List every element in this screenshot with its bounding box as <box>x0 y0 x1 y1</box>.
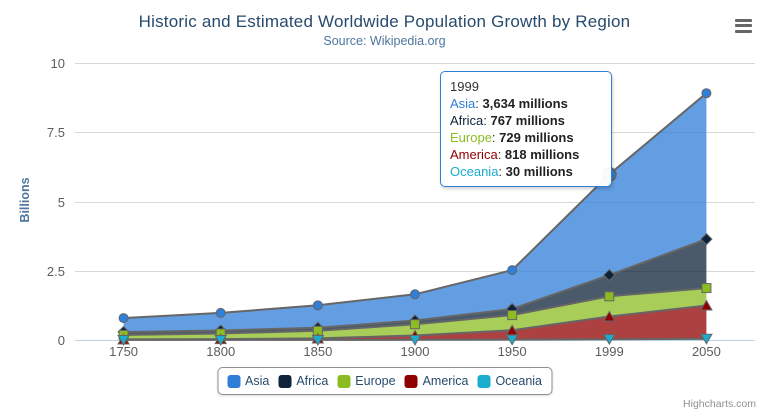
legend-item-asia[interactable]: Asia <box>227 374 269 388</box>
tooltip-value: 767 millions <box>490 113 565 128</box>
tooltip-series-name: America <box>450 147 498 162</box>
tooltip-series-name: Europe <box>450 130 492 145</box>
tooltip-value: 729 millions <box>499 130 574 145</box>
y-axis-label: 7.5 <box>47 125 65 140</box>
point-europe-1999[interactable] <box>604 291 615 302</box>
x-axis-label: 1800 <box>206 344 235 359</box>
point-oceania-1900[interactable] <box>408 334 422 346</box>
point-asia-1950[interactable] <box>507 265 518 276</box>
legend-swatch <box>337 374 351 388</box>
point-asia-1900[interactable] <box>410 289 420 300</box>
tooltip-value: 3,634 millions <box>482 96 568 111</box>
legend-label: Africa <box>296 374 329 388</box>
legend-label: Asia <box>245 374 270 388</box>
legend-item-europe[interactable]: Europe <box>337 374 396 388</box>
legend-label: Oceania <box>495 374 542 388</box>
tooltip-row: Europe: 729 millions <box>450 129 602 146</box>
y-axis-label: 2.5 <box>47 264 65 279</box>
point-oceania-1850[interactable] <box>311 334 325 346</box>
tooltip-separator: : <box>475 96 483 111</box>
x-axis-label: 1900 <box>401 344 430 359</box>
tooltip-row: Africa: 767 millions <box>450 112 602 129</box>
legend-swatch <box>477 374 491 388</box>
point-oceania-1750[interactable] <box>117 334 130 346</box>
chart-subtitle: Source: Wikipedia.org <box>323 34 446 48</box>
point-oceania-1950[interactable] <box>505 334 519 346</box>
legend: Asia Africa Europe America Oceania <box>217 367 552 395</box>
chart-title: Historic and Estimated Worldwide Populat… <box>138 12 631 31</box>
tooltip-separator: : <box>483 113 491 128</box>
x-axis-label: 1999 <box>595 344 624 359</box>
legend-swatch <box>227 374 240 388</box>
point-oceania-1999[interactable] <box>602 334 616 346</box>
y-axis-label: 10 <box>51 56 65 71</box>
y-axis-label: 0 <box>58 333 65 348</box>
area-america[interactable] <box>123 305 707 340</box>
legend-label: Europe <box>355 374 396 388</box>
area-africa[interactable] <box>123 239 707 335</box>
point-asia-2050[interactable] <box>701 88 712 99</box>
tooltip-separator: : <box>491 130 500 145</box>
point-oceania-2050[interactable] <box>700 333 713 345</box>
point-asia-1850[interactable] <box>312 300 323 311</box>
x-axis-label: 2050 <box>692 344 721 359</box>
tooltip-series-name: Asia <box>450 96 476 111</box>
tooltip-series-name: Africa <box>450 113 484 128</box>
tooltip-separator: : <box>498 164 506 179</box>
point-asia-1750[interactable] <box>118 313 129 324</box>
tooltip-row: Oceania: 30 millions <box>450 163 602 180</box>
legend-swatch <box>278 374 292 388</box>
tooltip-row: Asia: 3,634 millions <box>450 95 602 112</box>
point-europe-2050[interactable] <box>701 283 712 294</box>
credits-link[interactable]: Highcharts.com <box>683 398 756 410</box>
point-america-2050[interactable] <box>700 299 713 311</box>
legend-label: America <box>422 374 469 388</box>
y-axis-label: 5 <box>58 195 65 210</box>
legend-swatch <box>404 374 418 388</box>
tooltip-separator: : <box>497 147 505 162</box>
point-europe-1950[interactable] <box>507 310 518 321</box>
point-africa-2050[interactable] <box>700 232 713 246</box>
tooltip-header: 1999 <box>450 79 479 94</box>
hamburger-icon <box>735 18 752 33</box>
tooltip-row: America: 818 millions <box>450 146 602 163</box>
point-africa-1999[interactable] <box>603 268 616 282</box>
y-axis-title: Billions <box>18 177 32 223</box>
point-europe-1900[interactable] <box>410 319 420 330</box>
x-axis-label: 1850 <box>303 344 332 359</box>
point-asia-1800[interactable] <box>215 307 226 318</box>
x-axis-label: 1950 <box>498 344 527 359</box>
area-asia[interactable] <box>123 93 707 332</box>
tooltip-value: 818 millions <box>504 147 580 162</box>
legend-item-africa[interactable]: Africa <box>278 374 328 388</box>
tooltip-value: 30 millions <box>505 164 573 179</box>
legend-item-oceania[interactable]: Oceania <box>477 374 542 388</box>
x-axis-label: 1750 <box>109 344 138 359</box>
point-oceania-1800[interactable] <box>214 334 228 346</box>
legend-item-america[interactable]: America <box>404 374 469 388</box>
export-menu-button[interactable] <box>735 18 752 33</box>
point-america-1999[interactable] <box>602 310 616 322</box>
tooltip-series-name: Oceania <box>450 164 499 179</box>
tooltip-rows: Asia: 3,634 millions Africa: 767 millions… <box>450 95 602 180</box>
tooltip: 1999 Asia: 3,634 millions Africa: 767 mil… <box>440 71 612 187</box>
